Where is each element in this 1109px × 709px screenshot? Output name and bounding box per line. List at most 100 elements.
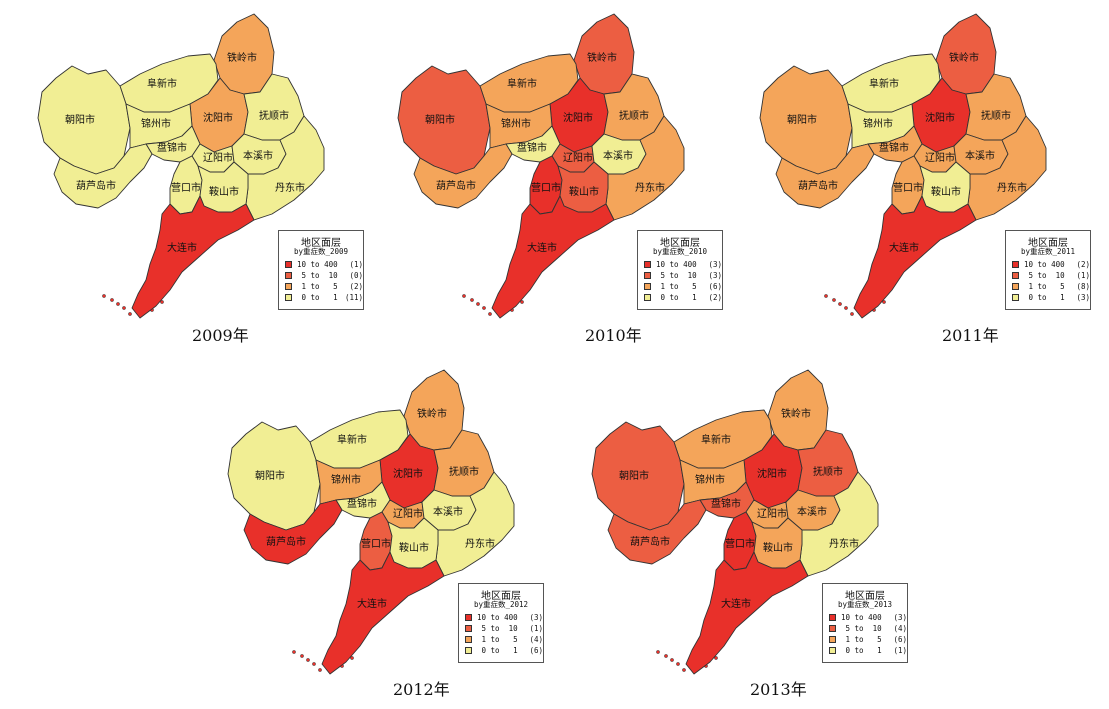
island-mark xyxy=(838,302,842,306)
legend-swatch xyxy=(644,261,651,268)
city-label: 沈阳市 xyxy=(757,467,787,480)
island-mark xyxy=(110,298,114,302)
legend-row: 10 to 400 (3) xyxy=(829,613,907,622)
legend-row: 0 to 1 (6) xyxy=(465,646,543,655)
city-label: 辽阳市 xyxy=(393,507,423,520)
city-label: 营口市 xyxy=(171,181,201,194)
legend-swatch xyxy=(1012,261,1019,268)
legend-swatch xyxy=(1012,283,1019,290)
city-label: 铁岭市 xyxy=(417,407,447,420)
city-label: 丹东市 xyxy=(635,181,665,194)
legend-row: 5 to 10 (1) xyxy=(465,624,543,633)
city-label: 鞍山市 xyxy=(569,185,599,198)
city-label: 阜新市 xyxy=(337,433,367,446)
city-label: 丹东市 xyxy=(997,181,1027,194)
legend-swatch xyxy=(829,614,836,621)
legend-row: 10 to 400 (3) xyxy=(465,613,543,622)
legend-title: 地区面层 xyxy=(660,238,700,249)
island-mark xyxy=(832,298,836,302)
city-label: 葫芦岛市 xyxy=(436,179,476,192)
legend-count: (3) xyxy=(893,613,907,622)
city-label: 丹东市 xyxy=(829,537,859,550)
island-mark xyxy=(682,668,686,672)
legend-row: 10 to 400 (2) xyxy=(1012,260,1090,269)
legend-swatch xyxy=(1012,272,1019,279)
island-mark xyxy=(844,306,848,310)
map-panel-2: 铁岭市 阜新市 沈阳市 抚顺市 朝阳市 锦州市 盘锦市 辽阳市 本溪市 葫芦岛市 丹东市 营口市 鞍山市… xyxy=(392,8,692,320)
city-label: 铁岭市 xyxy=(227,51,257,64)
legend-swatch xyxy=(465,636,472,643)
city-label: 锦州市 xyxy=(695,473,725,486)
city-label: 沈阳市 xyxy=(393,467,423,480)
city-label: 丹东市 xyxy=(275,181,305,194)
legend-count: (1) xyxy=(349,260,363,269)
region-朝阳 xyxy=(227,421,321,531)
city-label: 阜新市 xyxy=(147,77,177,90)
region-大连 xyxy=(853,195,977,319)
city-label: 鞍山市 xyxy=(931,185,961,198)
island-mark xyxy=(300,654,304,658)
city-label: 营口市 xyxy=(725,537,755,550)
city-label: 沈阳市 xyxy=(925,111,955,124)
island-mark xyxy=(482,306,486,310)
legend-title: 地区面层 xyxy=(481,591,521,602)
city-label: 大连市 xyxy=(721,597,751,610)
legend-swatch xyxy=(829,636,836,643)
map-legend: 地区面层 by重症数_2011 10 to 400 (2) 5 to 10 (1) 1 … xyxy=(1005,230,1091,310)
city-label: 葫芦岛市 xyxy=(630,535,670,548)
city-label: 葫芦岛市 xyxy=(266,535,306,548)
city-label: 鞍山市 xyxy=(763,541,793,554)
legend-row: 5 to 10 (1) xyxy=(1012,271,1090,280)
region-葫芦岛 xyxy=(775,143,875,209)
city-label: 铁岭市 xyxy=(949,51,979,64)
city-label: 葫芦岛市 xyxy=(798,179,838,192)
city-label: 朝阳市 xyxy=(787,113,817,126)
legend-range: 10 to 400 xyxy=(656,260,697,269)
region-大连 xyxy=(321,551,445,675)
island-mark xyxy=(824,294,828,298)
city-label: 本溪市 xyxy=(965,149,995,162)
legend-range: 5 to 10 xyxy=(297,271,338,280)
city-label: 本溪市 xyxy=(243,149,273,162)
legend-range: 0 to 1 xyxy=(297,293,338,302)
city-label: 抚顺市 xyxy=(449,465,479,478)
legend-count: (2) xyxy=(349,282,363,291)
region-朝阳 xyxy=(397,65,491,175)
island-mark xyxy=(670,658,674,662)
map-panel-1: 铁岭市 阜新市 沈阳市 抚顺市 朝阳市 锦州市 盘锦市 辽阳市 本溪市 葫芦岛市 丹东市 营口市 鞍山市… xyxy=(32,8,332,320)
city-label: 营口市 xyxy=(361,537,391,550)
region-朝阳 xyxy=(591,421,685,531)
legend-row: 5 to 10 (4) xyxy=(829,624,907,633)
legend-swatch xyxy=(644,294,651,301)
legend-count: (6) xyxy=(708,282,722,291)
legend-row: 1 to 5 (2) xyxy=(285,282,363,291)
legend-row: 0 to 1 (1) xyxy=(829,646,907,655)
city-label: 本溪市 xyxy=(603,149,633,162)
legend-swatch xyxy=(465,625,472,632)
region-葫芦岛 xyxy=(607,499,707,565)
island-mark xyxy=(470,298,474,302)
legend-swatch xyxy=(644,283,651,290)
city-label: 营口市 xyxy=(531,181,561,194)
legend-swatch xyxy=(465,647,472,654)
legend-range: 1 to 5 xyxy=(477,635,518,644)
city-label: 锦州市 xyxy=(331,473,361,486)
legend-range: 5 to 10 xyxy=(841,624,882,633)
legend-count: (3) xyxy=(1076,293,1090,302)
region-丹东 xyxy=(605,115,685,221)
legend-subtitle: by重症数_2013 xyxy=(837,600,893,609)
legend-swatch xyxy=(285,283,292,290)
legend-subtitle: by重症数_2011 xyxy=(1020,247,1076,256)
map-legend: 地区面层 by重症数_2009 10 to 400 (1) 5 to 10 (0) 1 … xyxy=(278,230,364,310)
legend-range: 10 to 400 xyxy=(477,613,518,622)
legend-row: 1 to 5 (4) xyxy=(465,635,543,644)
city-label: 本溪市 xyxy=(797,505,827,518)
region-大连 xyxy=(131,195,255,319)
city-label: 盘锦市 xyxy=(711,497,741,510)
legend-row: 1 to 5 (6) xyxy=(829,635,907,644)
year-caption: 2009年 xyxy=(192,326,249,345)
city-label: 锦州市 xyxy=(501,117,531,130)
